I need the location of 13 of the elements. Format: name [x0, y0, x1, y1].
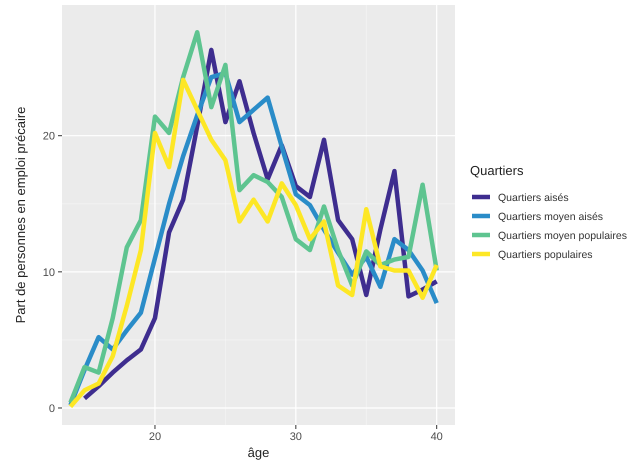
legend-label: Quartiers aisés [498, 192, 569, 204]
x-tick-label: 20 [148, 431, 162, 443]
y-tick-label: 10 [42, 266, 55, 279]
legend-label: Quartiers populaires [498, 249, 593, 261]
x-tick-label: 30 [290, 431, 302, 443]
y-tick-label: 0 [48, 402, 55, 415]
x-tick-label: 40 [430, 431, 443, 443]
legend-title: Quartiers [470, 163, 524, 178]
y-axis-title: Part de personnes en emploi précaire [13, 106, 28, 324]
legend-label: Quartiers moyen populaires [498, 230, 627, 242]
x-axis-title: âge [248, 445, 270, 460]
y-tick-label: 20 [42, 130, 55, 143]
legend-label: Quartiers moyen aisés [498, 211, 604, 223]
